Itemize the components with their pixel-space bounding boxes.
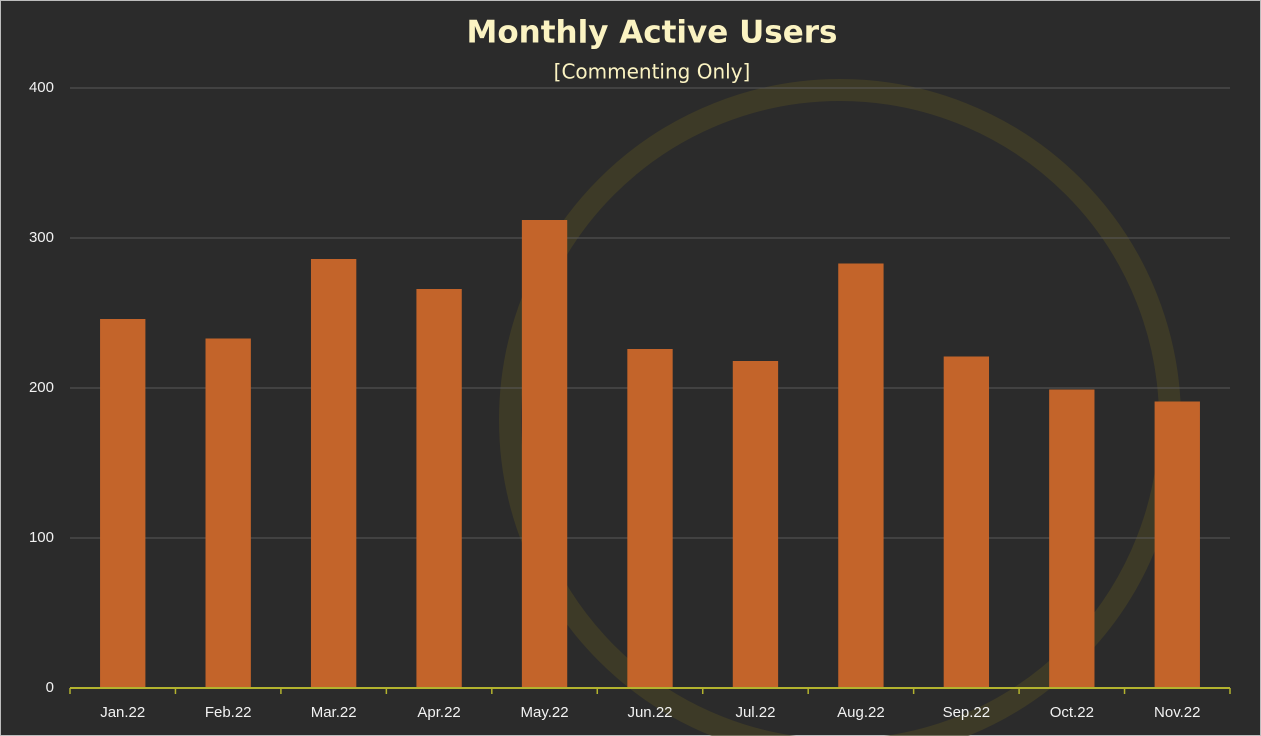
bar xyxy=(416,289,462,688)
bar xyxy=(310,259,357,688)
x-tick-label: May.22 xyxy=(521,704,569,721)
x-tick-label: Aug.22 xyxy=(837,704,885,721)
x-tick-label: Apr.22 xyxy=(417,704,460,721)
y-tick-label: 200 xyxy=(29,379,54,396)
y-tick-label: 400 xyxy=(29,79,54,96)
bar xyxy=(521,220,568,688)
y-tick-label: 100 xyxy=(29,529,54,546)
bar xyxy=(627,349,673,688)
x-tick-label: Mar.22 xyxy=(311,704,357,721)
x-tick-label: Feb.22 xyxy=(205,704,252,721)
chart-subtitle: [Commenting Only] xyxy=(554,60,751,84)
bar xyxy=(1154,401,1200,688)
x-tick-label: Oct.22 xyxy=(1050,704,1094,721)
chart-title: Monthly Active Users xyxy=(467,15,838,51)
bar xyxy=(205,338,251,688)
x-tick-label: Jan.22 xyxy=(100,704,145,721)
y-tick-label: 300 xyxy=(29,229,54,246)
x-tick-label: Jun.22 xyxy=(627,704,672,721)
x-tick-label: Nov.22 xyxy=(1154,704,1200,721)
bar xyxy=(838,263,884,688)
bar xyxy=(1049,389,1095,688)
x-tick-label: Jul.22 xyxy=(735,704,775,721)
bar xyxy=(943,356,990,688)
bar xyxy=(732,361,779,688)
x-tick-label: Sep.22 xyxy=(943,704,991,721)
bar xyxy=(100,319,146,688)
y-tick-label: 0 xyxy=(46,679,54,696)
